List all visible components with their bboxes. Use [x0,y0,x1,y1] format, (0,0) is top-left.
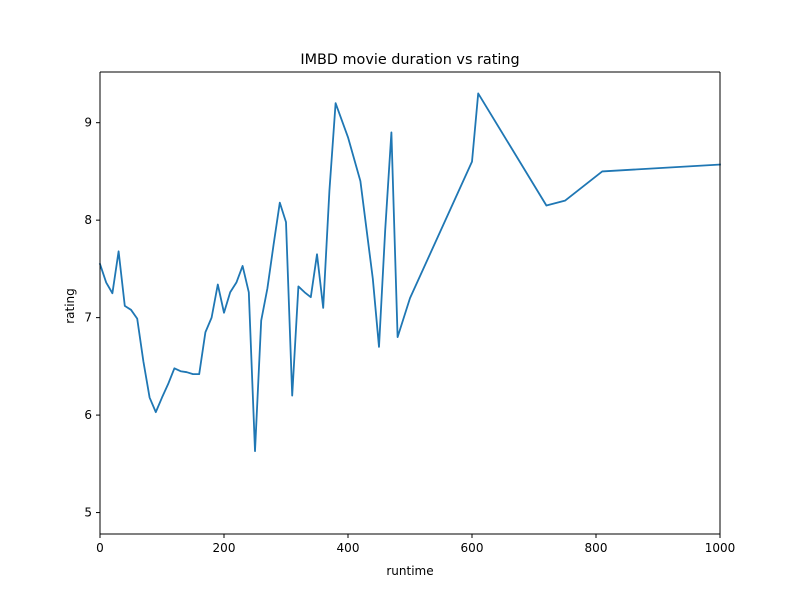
plot-series [98,92,721,453]
x-axis-label: runtime [386,564,433,578]
y-tick-label: 5 [84,506,92,520]
chart-title: IMBD movie duration vs rating [300,52,519,68]
axes-frame [99,71,721,535]
y-tick-label: 7 [84,311,92,325]
y-tick-label: 6 [84,408,92,422]
x-axis-ticks: 0 200 400 600 800 1000 [96,534,735,555]
series-line-rating [98,92,721,453]
x-tick-label: 400 [337,541,360,555]
x-tick-label: 0 [96,541,104,555]
x-tick-label: 200 [213,541,236,555]
y-axis-ticks: 5 6 7 8 9 [84,116,100,520]
x-tick-label: 800 [585,541,608,555]
x-tick-label: 1000 [705,541,736,555]
y-axis-label: rating [63,288,77,324]
y-tick-label: 9 [84,116,92,130]
x-tick-label: 600 [461,541,484,555]
y-tick-label: 8 [84,213,92,227]
